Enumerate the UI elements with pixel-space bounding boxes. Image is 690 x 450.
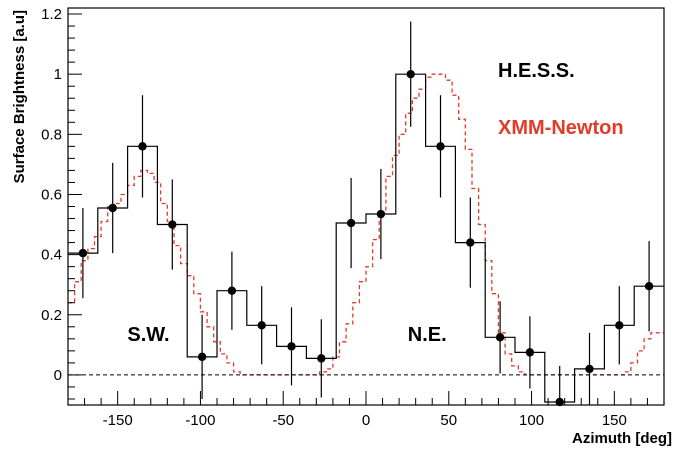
hess-data-point bbox=[257, 321, 266, 330]
plot-frame bbox=[67, 7, 665, 406]
x-tick-label: -150 bbox=[103, 412, 133, 429]
hess-data-point bbox=[287, 342, 296, 351]
hess-data-point bbox=[466, 238, 475, 247]
xmm-newton-histogram bbox=[68, 73, 664, 376]
x-tick-label: -100 bbox=[185, 412, 215, 429]
y-tick-label: 0.8 bbox=[41, 126, 62, 143]
x-tick-label: -50 bbox=[272, 412, 294, 429]
hess-data-point bbox=[555, 397, 564, 407]
hess-data-point bbox=[495, 333, 505, 342]
y-tick-label: 1 bbox=[54, 66, 62, 83]
x-tick-label: 0 bbox=[362, 412, 370, 429]
legend-entry-xmm: XMM-Newton bbox=[498, 117, 624, 139]
x-tick-label: 100 bbox=[519, 412, 544, 429]
series-layer bbox=[68, 21, 664, 407]
hess-data-point bbox=[197, 352, 207, 362]
y-tick-label: 0.6 bbox=[41, 186, 62, 203]
hess-data-point bbox=[168, 220, 177, 229]
hess-data-point bbox=[585, 364, 594, 374]
legend-entry-hess: H.E.S.S. bbox=[498, 60, 575, 82]
hess-data-point bbox=[227, 286, 237, 295]
y-tick-label: 1.2 bbox=[41, 6, 62, 23]
y-tick-label: 0.2 bbox=[41, 307, 62, 324]
hess-data-point bbox=[615, 321, 624, 330]
hess-data-point bbox=[78, 248, 88, 258]
y-axis-label: Surface Brightness [a.u] bbox=[11, 10, 28, 183]
y-tick-label: 0.4 bbox=[41, 247, 62, 264]
hess-data-point bbox=[644, 282, 654, 291]
annotation-ne: N.E. bbox=[408, 324, 447, 346]
y-tick-label: 0 bbox=[54, 367, 62, 384]
hess-data-point bbox=[406, 69, 415, 79]
x-tick-label: 150 bbox=[602, 412, 627, 429]
hess-data-point bbox=[376, 209, 386, 219]
x-tick-label: 50 bbox=[440, 412, 457, 429]
hess-data-point bbox=[525, 348, 535, 357]
hess-data-point bbox=[108, 203, 117, 213]
x-axis-label: Azimuth [deg] bbox=[572, 430, 672, 447]
annotation-sw: S.W. bbox=[127, 324, 169, 346]
hess-data-point bbox=[346, 218, 356, 228]
hess-data-point bbox=[317, 354, 326, 363]
hess-data-point bbox=[138, 142, 147, 151]
axes-layer: 0 0.2 0.4 0.6 0.8 1 1.2 -150 -100 -50 0 50 100 150 bbox=[41, 6, 664, 429]
hess-data-point bbox=[436, 142, 445, 151]
